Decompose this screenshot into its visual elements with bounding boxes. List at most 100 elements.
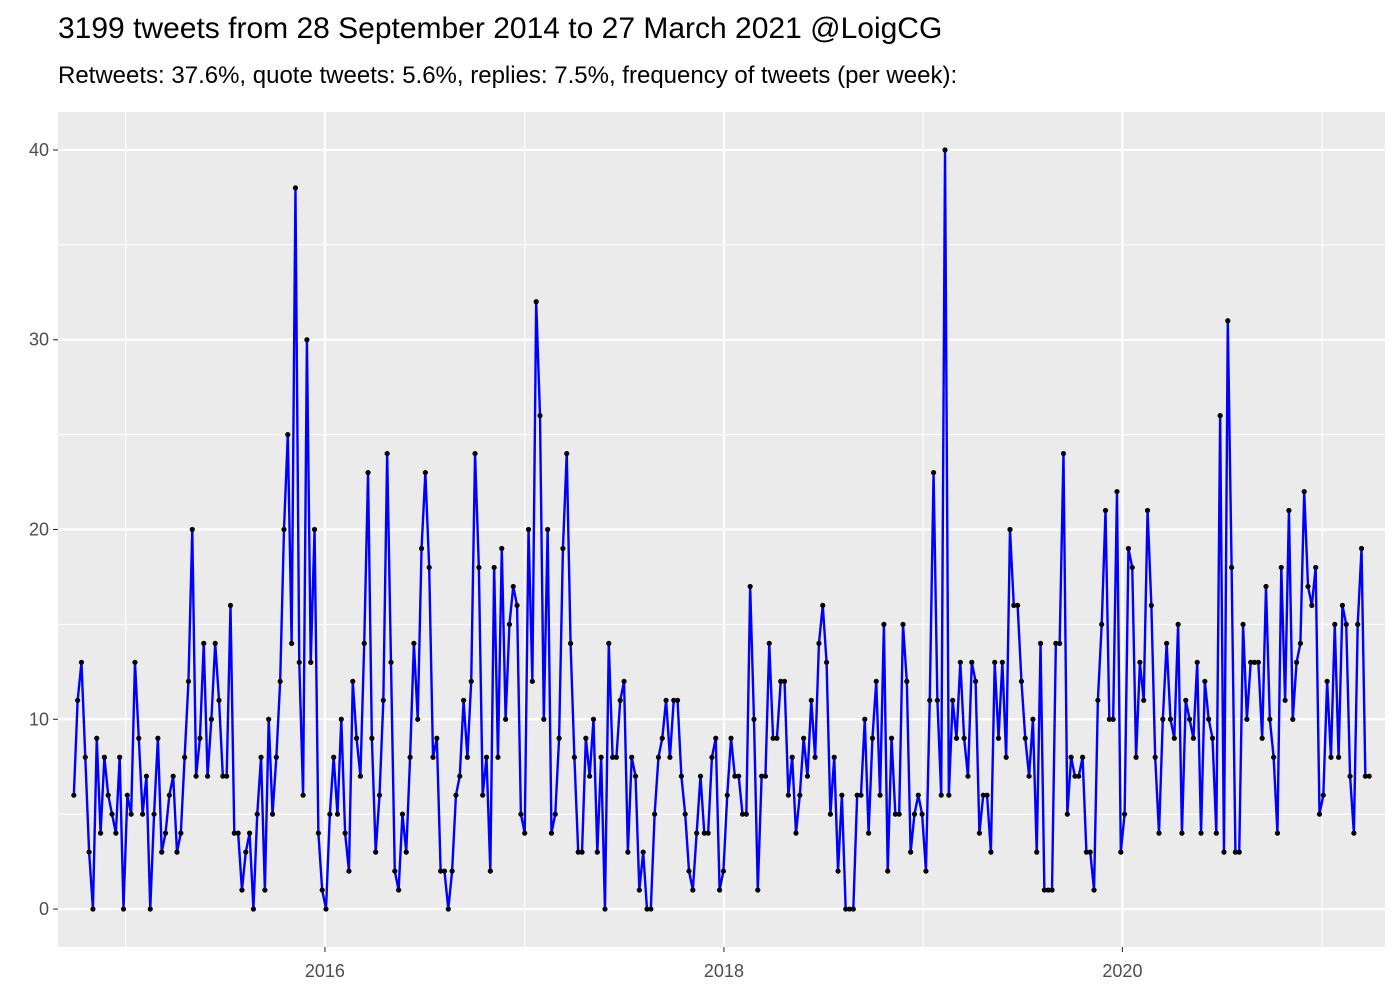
data-point bbox=[877, 792, 883, 798]
data-point bbox=[396, 887, 402, 893]
data-point bbox=[457, 773, 463, 779]
data-point bbox=[541, 716, 547, 722]
data-point bbox=[166, 792, 172, 798]
data-point bbox=[793, 830, 799, 836]
data-point bbox=[269, 811, 276, 817]
data-point bbox=[946, 792, 952, 798]
data-point bbox=[1015, 602, 1021, 609]
data-point bbox=[1309, 602, 1315, 609]
data-point bbox=[873, 678, 879, 684]
data-point bbox=[178, 830, 184, 836]
data-point bbox=[1290, 716, 1296, 722]
data-point bbox=[904, 678, 910, 684]
data-point bbox=[392, 868, 398, 874]
data-point bbox=[487, 868, 493, 874]
data-point bbox=[942, 147, 948, 153]
data-point bbox=[384, 450, 390, 457]
data-point bbox=[71, 792, 77, 798]
data-point bbox=[1167, 716, 1174, 722]
data-point bbox=[743, 811, 749, 817]
data-point bbox=[655, 754, 662, 760]
data-point bbox=[606, 640, 612, 646]
data-point bbox=[682, 811, 688, 817]
y-tick-label: 30 bbox=[29, 330, 49, 350]
data-point bbox=[636, 887, 642, 893]
data-point bbox=[938, 792, 944, 798]
data-point bbox=[113, 830, 119, 836]
data-point bbox=[1232, 849, 1239, 855]
data-point bbox=[285, 432, 291, 438]
data-point bbox=[988, 849, 994, 855]
data-point bbox=[1164, 640, 1170, 646]
data-point bbox=[1079, 754, 1086, 760]
data-point bbox=[1160, 716, 1166, 722]
data-point bbox=[652, 811, 658, 817]
data-point bbox=[575, 849, 581, 855]
data-point bbox=[1240, 621, 1246, 627]
data-point bbox=[915, 792, 921, 798]
data-point bbox=[892, 811, 898, 817]
data-point bbox=[1301, 488, 1307, 495]
data-point bbox=[564, 450, 570, 457]
data-point bbox=[522, 830, 528, 836]
data-point bbox=[1007, 526, 1013, 533]
x-tick-label: 2020 bbox=[1102, 961, 1142, 981]
data-point bbox=[151, 811, 157, 817]
data-point bbox=[1095, 697, 1101, 703]
data-point bbox=[598, 754, 604, 760]
data-point bbox=[640, 849, 646, 855]
data-point bbox=[781, 678, 788, 684]
data-point bbox=[980, 792, 986, 798]
data-point bbox=[281, 526, 287, 533]
data-point bbox=[1003, 754, 1009, 760]
data-point bbox=[399, 811, 406, 817]
data-point bbox=[254, 811, 260, 817]
data-point bbox=[590, 716, 597, 722]
data-point bbox=[1175, 621, 1181, 627]
data-point bbox=[224, 773, 230, 779]
data-point bbox=[415, 716, 421, 722]
data-point bbox=[690, 887, 696, 893]
data-point bbox=[231, 830, 237, 836]
data-point bbox=[1343, 621, 1349, 627]
data-point bbox=[1171, 735, 1177, 741]
data-point bbox=[411, 640, 417, 646]
data-point bbox=[476, 564, 482, 571]
data-point bbox=[403, 849, 409, 855]
data-point bbox=[1339, 602, 1346, 609]
data-point bbox=[567, 640, 574, 646]
data-point bbox=[273, 754, 279, 760]
data-point bbox=[208, 716, 214, 722]
data-point bbox=[1267, 716, 1273, 722]
data-point bbox=[881, 621, 887, 627]
data-point bbox=[1022, 735, 1028, 741]
data-point bbox=[1118, 849, 1124, 855]
data-point bbox=[1053, 640, 1059, 646]
data-point bbox=[162, 830, 169, 836]
data-point bbox=[1068, 754, 1074, 760]
data-point bbox=[1362, 773, 1368, 779]
data-point bbox=[629, 754, 635, 760]
data-point bbox=[1251, 659, 1258, 665]
data-point bbox=[140, 811, 146, 817]
data-point bbox=[560, 545, 566, 552]
data-point bbox=[674, 697, 681, 703]
series-layer bbox=[72, 148, 1370, 911]
data-point bbox=[804, 773, 811, 779]
data-point bbox=[1221, 849, 1227, 855]
data-point bbox=[797, 792, 803, 798]
data-point bbox=[529, 678, 535, 684]
data-point bbox=[888, 735, 895, 741]
data-point bbox=[823, 659, 830, 665]
data-point bbox=[97, 830, 104, 836]
data-point bbox=[78, 659, 85, 665]
data-point bbox=[820, 602, 826, 609]
data-point bbox=[304, 337, 310, 343]
data-point bbox=[438, 868, 444, 874]
data-point bbox=[1209, 735, 1216, 741]
data-point bbox=[552, 811, 558, 817]
data-point bbox=[919, 811, 925, 817]
data-point bbox=[835, 868, 841, 874]
data-point bbox=[1076, 773, 1082, 779]
data-point bbox=[579, 849, 585, 855]
